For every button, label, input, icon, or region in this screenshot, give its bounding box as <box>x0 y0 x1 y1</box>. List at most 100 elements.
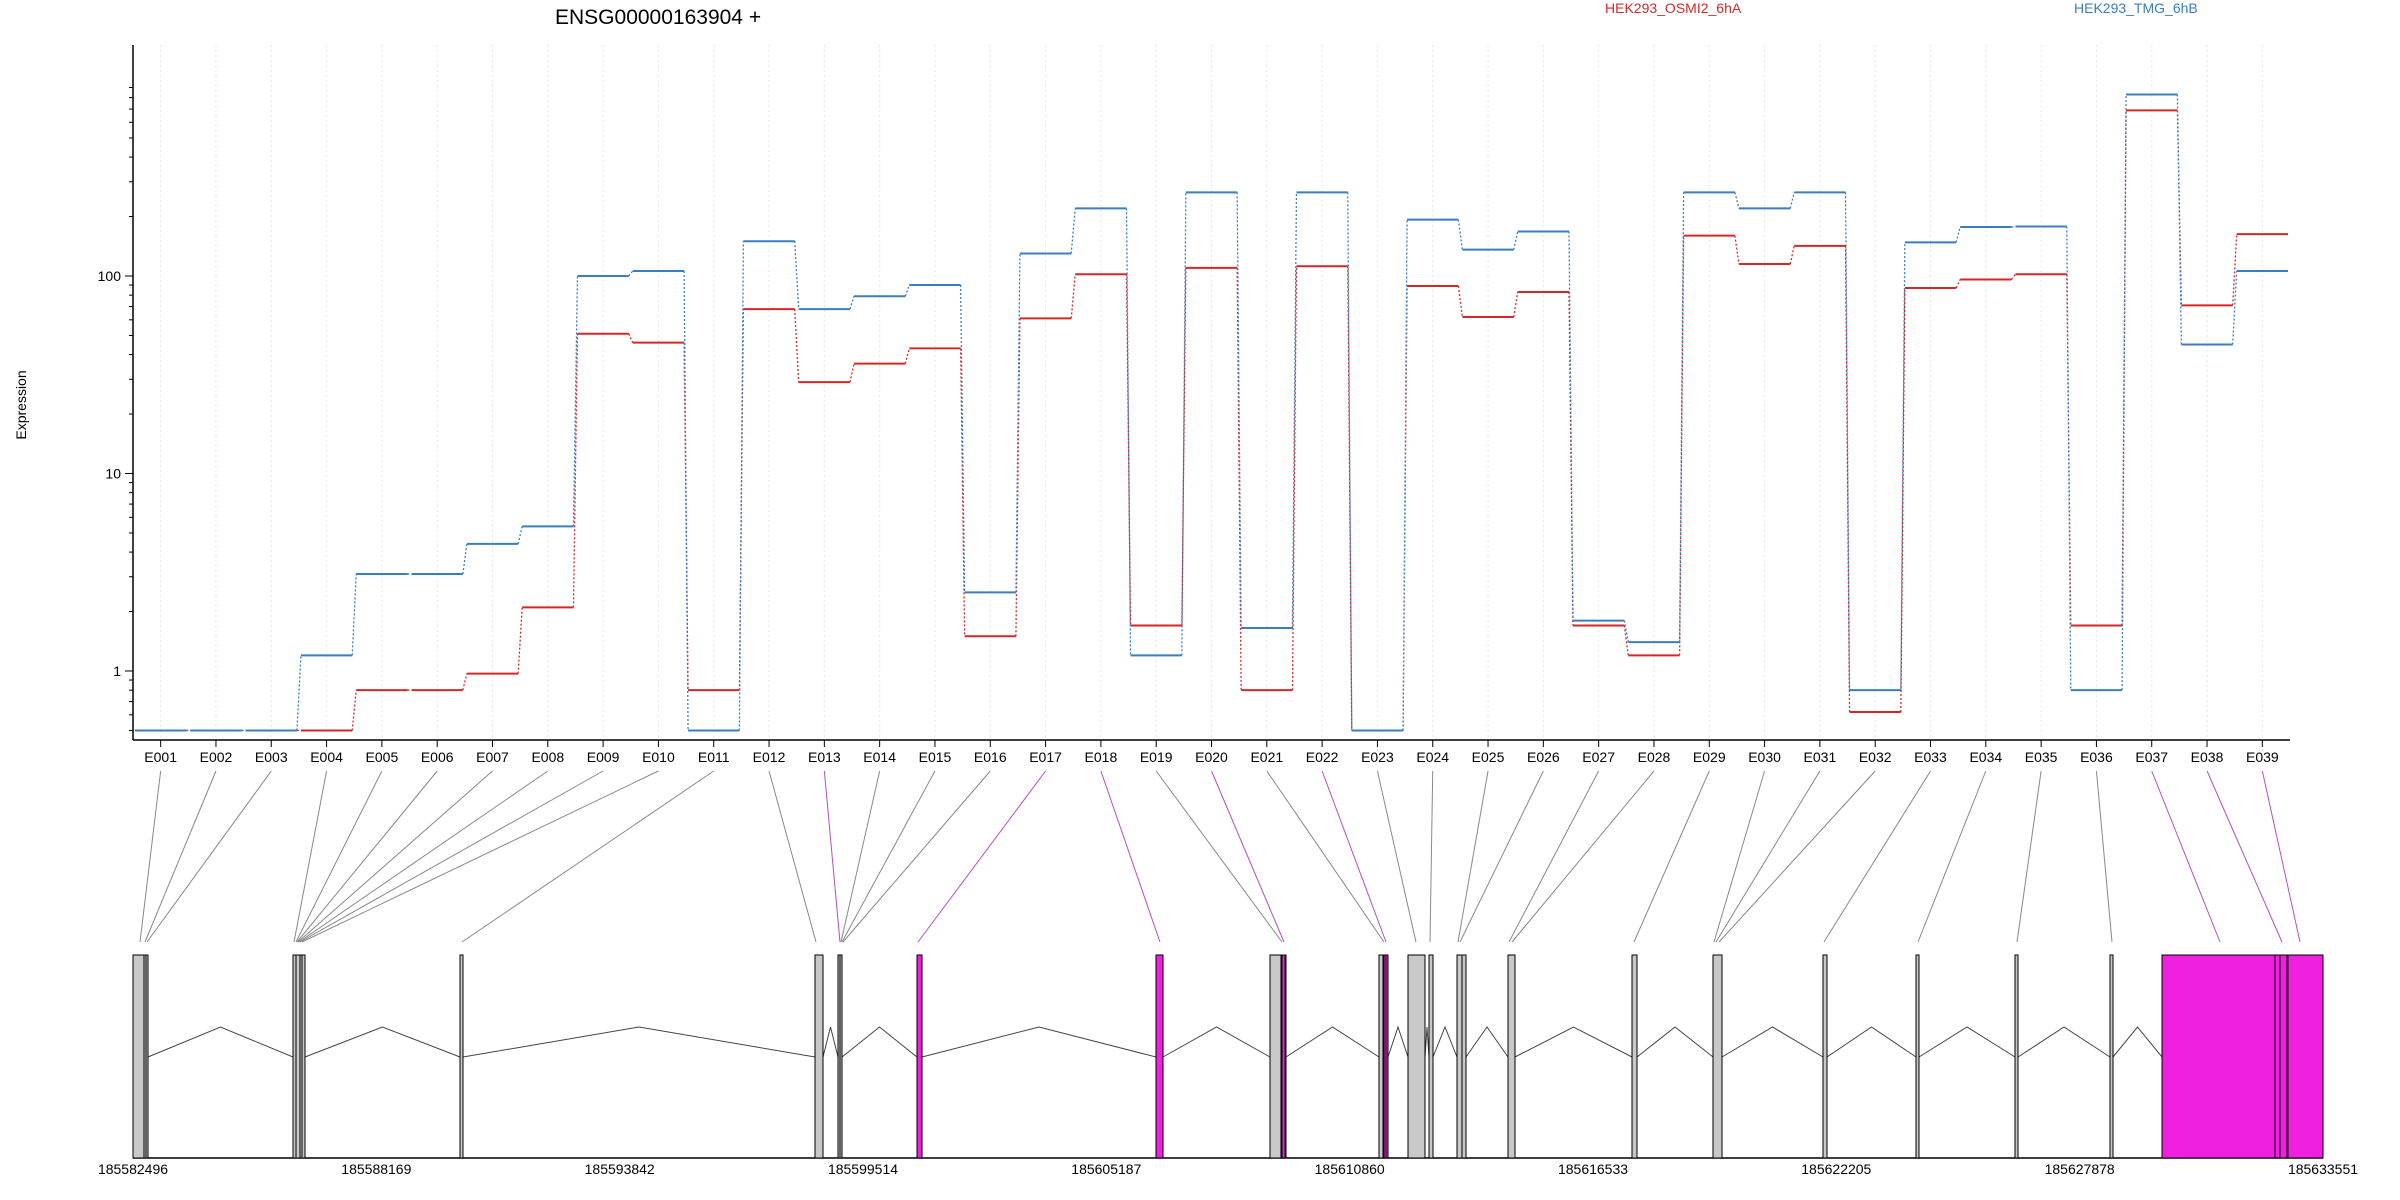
series-connector <box>1623 625 1629 656</box>
x-tick-label-E012: E012 <box>753 749 786 765</box>
exon-link-E033 <box>1823 770 1931 943</box>
exon-link-E037 <box>2151 770 2221 943</box>
series-connector <box>1015 318 1021 637</box>
exon-link-E013 <box>823 770 841 943</box>
intron-line <box>1826 1026 1917 1058</box>
series-connector <box>1457 219 1464 250</box>
series-connector <box>2232 234 2238 306</box>
exon-box <box>1428 954 1434 1159</box>
x-tick-label-E036: E036 <box>2080 749 2113 765</box>
x-tick-label-E035: E035 <box>2025 749 2058 765</box>
exon-link-E031 <box>1715 770 1821 943</box>
x-tick-label-E021: E021 <box>1250 749 1283 765</box>
intron-line <box>1514 1026 1633 1058</box>
series-connector <box>904 348 910 364</box>
series-connector <box>794 309 800 383</box>
series-connector <box>1513 231 1519 250</box>
exon-box-highlighted <box>2274 954 2288 1159</box>
series-connector <box>1125 274 1132 626</box>
exon-link-E023 <box>1376 770 1417 943</box>
exon-link-E026 <box>1459 770 1544 943</box>
series-connector <box>1955 279 1961 289</box>
x-tick-label-E029: E029 <box>1693 749 1726 765</box>
series-connector <box>1568 291 1574 626</box>
y-tick-label: 1 <box>113 663 121 679</box>
x-tick-label-E028: E028 <box>1638 749 1671 765</box>
exon-box <box>1915 954 1920 1159</box>
exon-link-E012 <box>768 770 817 943</box>
series-connector <box>1347 192 1353 731</box>
intron-line <box>1424 1026 1430 1058</box>
x-tick-label-E019: E019 <box>1140 749 1173 765</box>
series-connector <box>1955 226 1961 243</box>
x-tick-label-E001: E001 <box>144 749 177 765</box>
x-tick-label-E015: E015 <box>919 749 952 765</box>
exon-box <box>1507 954 1516 1159</box>
exon-link-E038 <box>2206 770 2283 943</box>
exon-link-E015 <box>841 770 936 943</box>
exon-box <box>1407 954 1426 1159</box>
intron-line <box>147 1026 294 1058</box>
series-connector <box>794 241 800 310</box>
gene-coordinate-label: 185593842 <box>585 1161 655 1177</box>
exon-link-E003 <box>146 770 272 943</box>
exon-link-E018 <box>1100 770 1161 943</box>
x-axis: E001 E002 E003 E004 E005 E006 E007 E008 E009 E010… <box>133 739 2290 765</box>
intron-line <box>841 1026 918 1058</box>
exon-link-E024 <box>1429 770 1434 943</box>
x-tick-label-E022: E022 <box>1306 749 1339 765</box>
intron-line <box>1636 1026 1714 1058</box>
y-axis: 1 10 100 <box>98 45 134 740</box>
exon-link-E016 <box>842 770 991 943</box>
series-connector <box>1789 245 1795 265</box>
x-tick-label-E007: E007 <box>476 749 509 765</box>
exon-box <box>459 954 464 1159</box>
series-connector <box>1402 219 1408 731</box>
exon-link-E004 <box>293 770 328 943</box>
series-connector <box>462 673 468 691</box>
intron-line <box>2017 1026 2111 1058</box>
exon-box <box>2014 954 2019 1159</box>
series-connector <box>1291 192 1298 629</box>
exon-link-E009 <box>299 770 604 943</box>
series-connector <box>1513 291 1519 318</box>
intron-line <box>1918 1026 2016 1058</box>
gene-coordinate-label: 185610860 <box>1315 1161 1385 1177</box>
series-connector <box>1070 274 1076 319</box>
intron-line <box>1465 1026 1509 1058</box>
x-tick-label-E027: E027 <box>1582 749 1615 765</box>
series-connector <box>296 655 302 731</box>
exon-box <box>1269 954 1282 1159</box>
series-connector <box>2010 273 2016 280</box>
exon-box <box>1822 954 1828 1159</box>
intron-line <box>462 1026 816 1058</box>
exon-box-highlighted <box>2286 954 2324 1159</box>
x-tick-label-E009: E009 <box>587 749 620 765</box>
gene-coordinate-label: 185622205 <box>1801 1161 1871 1177</box>
legend-label-series-1: HEK293_OSMI2_6hA <box>1605 0 1742 16</box>
exon-link-E007 <box>297 770 493 943</box>
intron-line <box>1721 1026 1824 1058</box>
x-tick-label-E010: E010 <box>642 749 675 765</box>
series-connector <box>1734 192 1740 209</box>
exon-link-E014 <box>840 770 881 943</box>
intron-line <box>2112 1026 2163 1058</box>
x-tick-label-E024: E024 <box>1416 749 1449 765</box>
chart-title: ENSG00000163904 + <box>555 6 761 29</box>
gene-coordinate-label: 185599514 <box>828 1161 898 1177</box>
series-connector <box>517 526 523 545</box>
exon-link-E036 <box>2095 770 2113 943</box>
series-connector <box>849 363 855 383</box>
series-connector <box>1070 208 1076 254</box>
series-connector <box>351 573 357 656</box>
series-connector <box>849 296 855 310</box>
y-axis-label: Expression <box>13 370 29 439</box>
exon-link-E039 <box>2261 770 2301 943</box>
x-tick-label-E014: E014 <box>863 749 896 765</box>
exon-box-highlighted <box>916 954 923 1159</box>
exon-link-E035 <box>2016 770 2042 943</box>
exon-box-highlighted <box>1155 954 1164 1159</box>
series-connector <box>351 690 357 731</box>
intron-line <box>1162 1026 1271 1058</box>
series-connector <box>1678 192 1685 643</box>
